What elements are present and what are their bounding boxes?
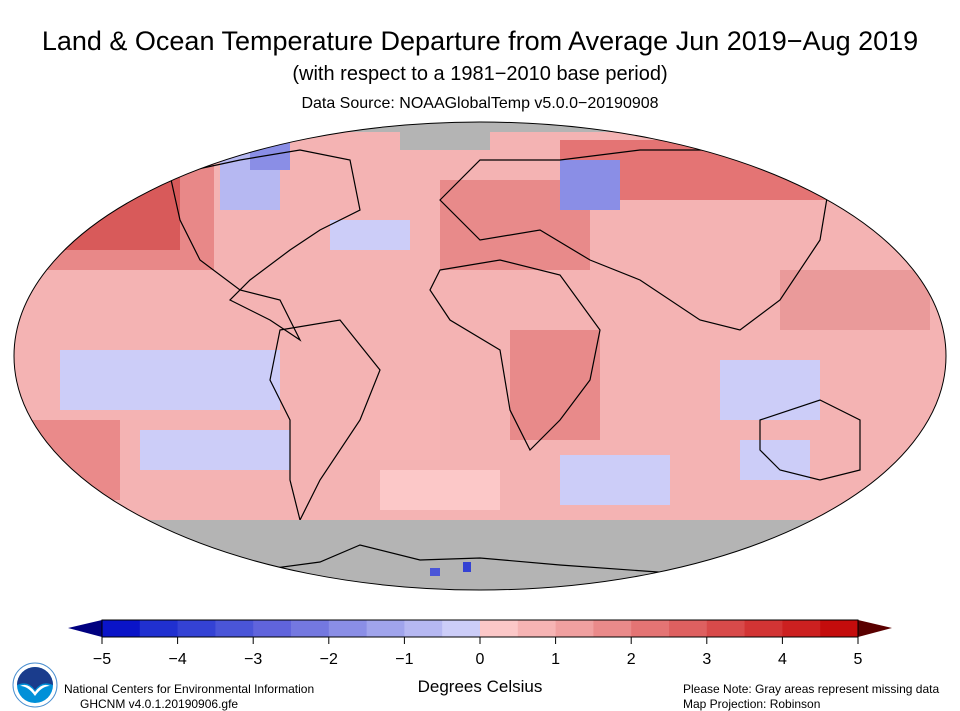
colorbar-high-arrow [858, 620, 892, 637]
colorbar-cell [291, 620, 330, 637]
colorbar-cell [631, 620, 670, 637]
colorbar-tick-label: 3 [702, 651, 711, 668]
colorbar-tick-label: −3 [244, 651, 262, 668]
colorbar-cell [555, 620, 594, 637]
colorbar-tick-label: 0 [476, 651, 485, 668]
data-source: Data Source: NOAAGlobalTemp v5.0.0−20190… [301, 95, 659, 112]
colorbar-tick-label: −4 [168, 651, 186, 668]
map-projection: Map Projection: Robinson [683, 697, 821, 711]
colorbar-cell [215, 620, 254, 637]
colorbar-cell [517, 620, 557, 637]
colorbar-tick-label: −2 [320, 651, 338, 668]
colorbar-tick-label: 4 [778, 651, 787, 668]
noaa-logo [12, 662, 58, 708]
missing-data-north [14, 122, 946, 132]
colorbar-tick-label: 5 [854, 651, 863, 668]
colorbar-cell [328, 620, 368, 637]
colorbar-cell [253, 620, 292, 637]
colorbar-label: Degrees Celsius [417, 677, 543, 696]
colorbar-cell [593, 620, 632, 637]
map-title: Land & Ocean Temperature Departure from … [41, 26, 919, 56]
colorbar-tick-label: −5 [93, 651, 111, 668]
missing-data-note: Please Note: Gray areas represent missin… [683, 682, 940, 696]
colorbar-tick-label: 1 [551, 651, 560, 668]
colorbar-cell [442, 620, 481, 637]
colorbar-cell [139, 620, 179, 637]
colorbar-cell [782, 620, 821, 637]
map-subtitle: (with respect to a 1981−2010 base period… [292, 63, 668, 85]
colorbar-cell [102, 620, 141, 637]
colorbar-cell [669, 620, 708, 637]
colorbar-cell [820, 620, 859, 637]
colorbar-cell [706, 620, 746, 637]
colorbar-tick-label: −1 [395, 651, 413, 668]
org-name: National Centers for Environmental Infor… [64, 682, 315, 696]
colorbar-cell [177, 620, 216, 637]
dataset-version: GHCNM v4.0.1.20190906.gfe [80, 697, 239, 711]
colorbar-cell [480, 620, 519, 637]
colorbar-cell [744, 620, 783, 637]
colorbar-cell [366, 620, 405, 637]
colorbar-tick-label: 2 [627, 651, 636, 668]
colorbar-cell [404, 620, 443, 637]
colorbar-low-arrow [68, 620, 102, 637]
